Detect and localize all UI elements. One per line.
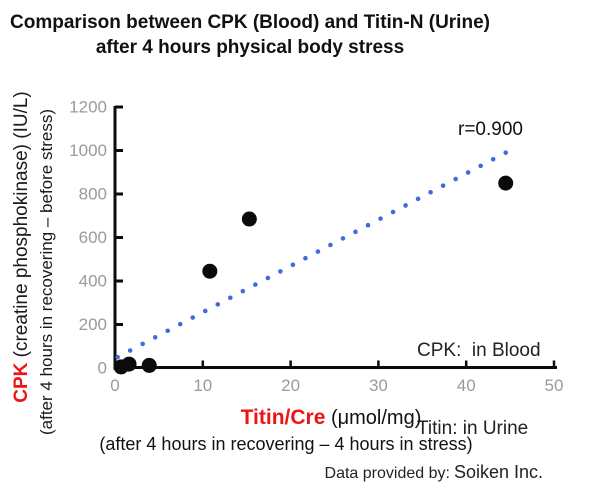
x-axis-sublabel: (after 4 hours in recovering – 4 hours i… — [99, 434, 473, 454]
trendline-dot — [115, 354, 120, 360]
legend-line-cpk: CPK: in Blood — [417, 340, 541, 361]
trendline-dot — [440, 183, 446, 188]
trendline-dot — [152, 335, 158, 340]
trendline-dot — [165, 328, 171, 334]
data-point — [241, 211, 257, 227]
trendline-dot — [202, 308, 208, 314]
data-credit: Data provided by: Soiken Inc. — [243, 462, 543, 483]
trendline-dot — [503, 150, 509, 155]
trendline-dot — [415, 196, 421, 202]
y-tick-label: 400 — [79, 272, 107, 291]
trendline-dot — [365, 222, 371, 228]
trendline-dot — [240, 288, 246, 294]
trendline-dot — [390, 209, 396, 215]
trendline-dot — [478, 163, 483, 169]
x-tick-label: 30 — [369, 376, 388, 395]
trendline-dot — [253, 282, 258, 287]
trendline-dot — [290, 262, 296, 268]
data-point — [121, 356, 137, 372]
x-tick-label: 40 — [457, 376, 476, 395]
x-axis-label-rest: (μmol/mg) — [325, 407, 422, 429]
trendline-dot — [177, 321, 183, 327]
legend-line-titin: Titin: in Urine — [417, 418, 529, 439]
trendline-dot — [465, 170, 471, 175]
x-axis-label-titin: Titin/Cre — [240, 406, 326, 429]
chart-title-line1: Comparison between CPK (Blood) and Titin… — [10, 12, 490, 33]
x-tick-label: 0 — [110, 376, 119, 395]
y-tick-label: 800 — [79, 185, 107, 204]
y-tick-label: 200 — [79, 315, 107, 334]
trendline-dot — [490, 156, 496, 162]
trendline-dot — [228, 295, 233, 301]
chart-title: Comparison between CPK (Blood) and Titin… — [0, 10, 500, 60]
trendline-dot — [353, 229, 358, 235]
chart-title-line2: after 4 hours physical body stress — [95, 37, 405, 58]
trendline-dot — [328, 242, 333, 248]
trendline-dot — [127, 348, 133, 353]
credit-prefix: Data provided by: — [324, 465, 450, 482]
y-tick-label: 600 — [79, 228, 107, 247]
x-tick-label: 10 — [193, 376, 212, 395]
data-point — [498, 175, 514, 191]
x-tick-label: 20 — [281, 376, 300, 395]
trendline-dot — [265, 275, 271, 281]
data-point — [141, 357, 157, 373]
legend: CPK: in Blood Titin: in Urine — [417, 286, 541, 494]
trendline-dot — [403, 203, 408, 208]
trendline-dot — [140, 341, 145, 347]
trendline-dot — [190, 315, 196, 320]
correlation-label: r=0.900 — [458, 119, 523, 140]
trendline-dot — [303, 255, 308, 261]
trendline-dot — [315, 249, 321, 254]
trendline-dot — [278, 269, 283, 274]
data-point — [202, 263, 218, 279]
trendline-dot — [215, 302, 221, 307]
trendline-dot — [378, 216, 383, 221]
y-tick-label: 1200 — [69, 98, 107, 117]
y-tick-label: 0 — [98, 359, 107, 378]
credit-org: Soiken Inc. — [453, 462, 543, 482]
x-tick-label: 50 — [545, 376, 564, 395]
y-tick-label: 1000 — [69, 141, 107, 160]
x-axis-label: Titin/Cre (μmol/mg) — [131, 406, 531, 430]
trendline-dot — [340, 236, 346, 241]
trendline-dot — [428, 189, 433, 195]
trendline-dot — [453, 176, 458, 182]
